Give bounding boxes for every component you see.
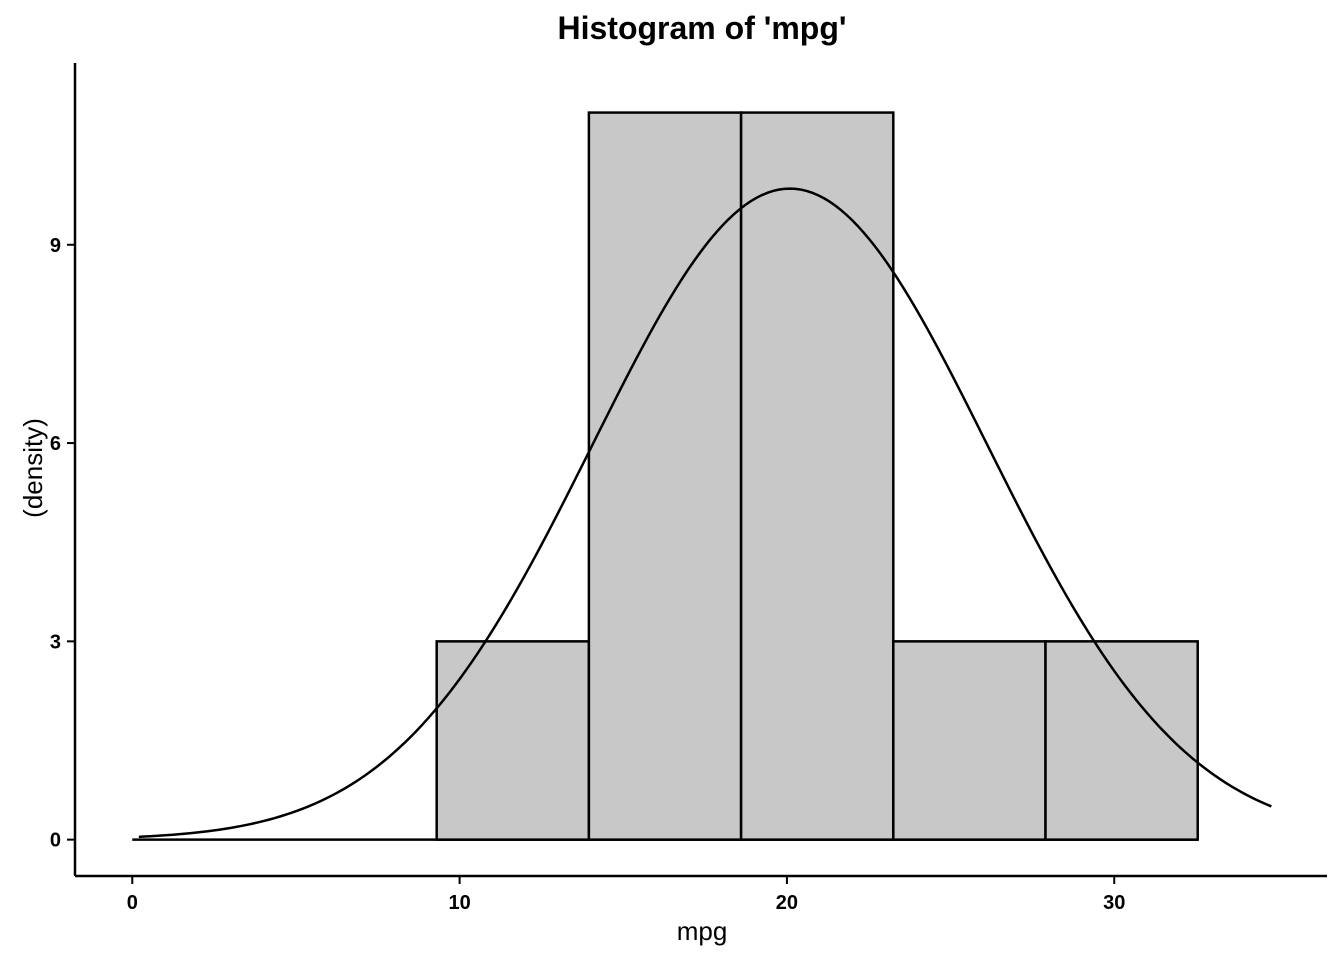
- x-tick-label: 0: [127, 892, 138, 914]
- chart-title: Histogram of 'mpg': [558, 10, 847, 46]
- histogram-bar-4: [892, 640, 1047, 841]
- x-tick-label: 30: [1103, 892, 1125, 914]
- x-tick-label: 10: [448, 892, 470, 914]
- y-axis-title: (density): [18, 418, 48, 518]
- y-tick-label: 3: [50, 631, 61, 653]
- x-tick-label: 20: [776, 892, 798, 914]
- plot-area: [132, 111, 1272, 841]
- density-curve: [138, 187, 1272, 839]
- x-axis-ticks: 0 10 20 30: [127, 876, 1125, 914]
- x-axis-title: mpg: [677, 916, 728, 946]
- histogram-bar-2: [587, 111, 743, 841]
- histogram-bar-1: [435, 640, 591, 841]
- y-axis-ticks: 0 3 6 9: [50, 235, 75, 852]
- histogram-bar-5: [1044, 640, 1199, 841]
- histogram-bar-3: [739, 111, 895, 841]
- y-tick-label: 9: [50, 235, 61, 257]
- y-tick-label: 0: [50, 830, 61, 852]
- y-tick-label: 6: [50, 433, 61, 455]
